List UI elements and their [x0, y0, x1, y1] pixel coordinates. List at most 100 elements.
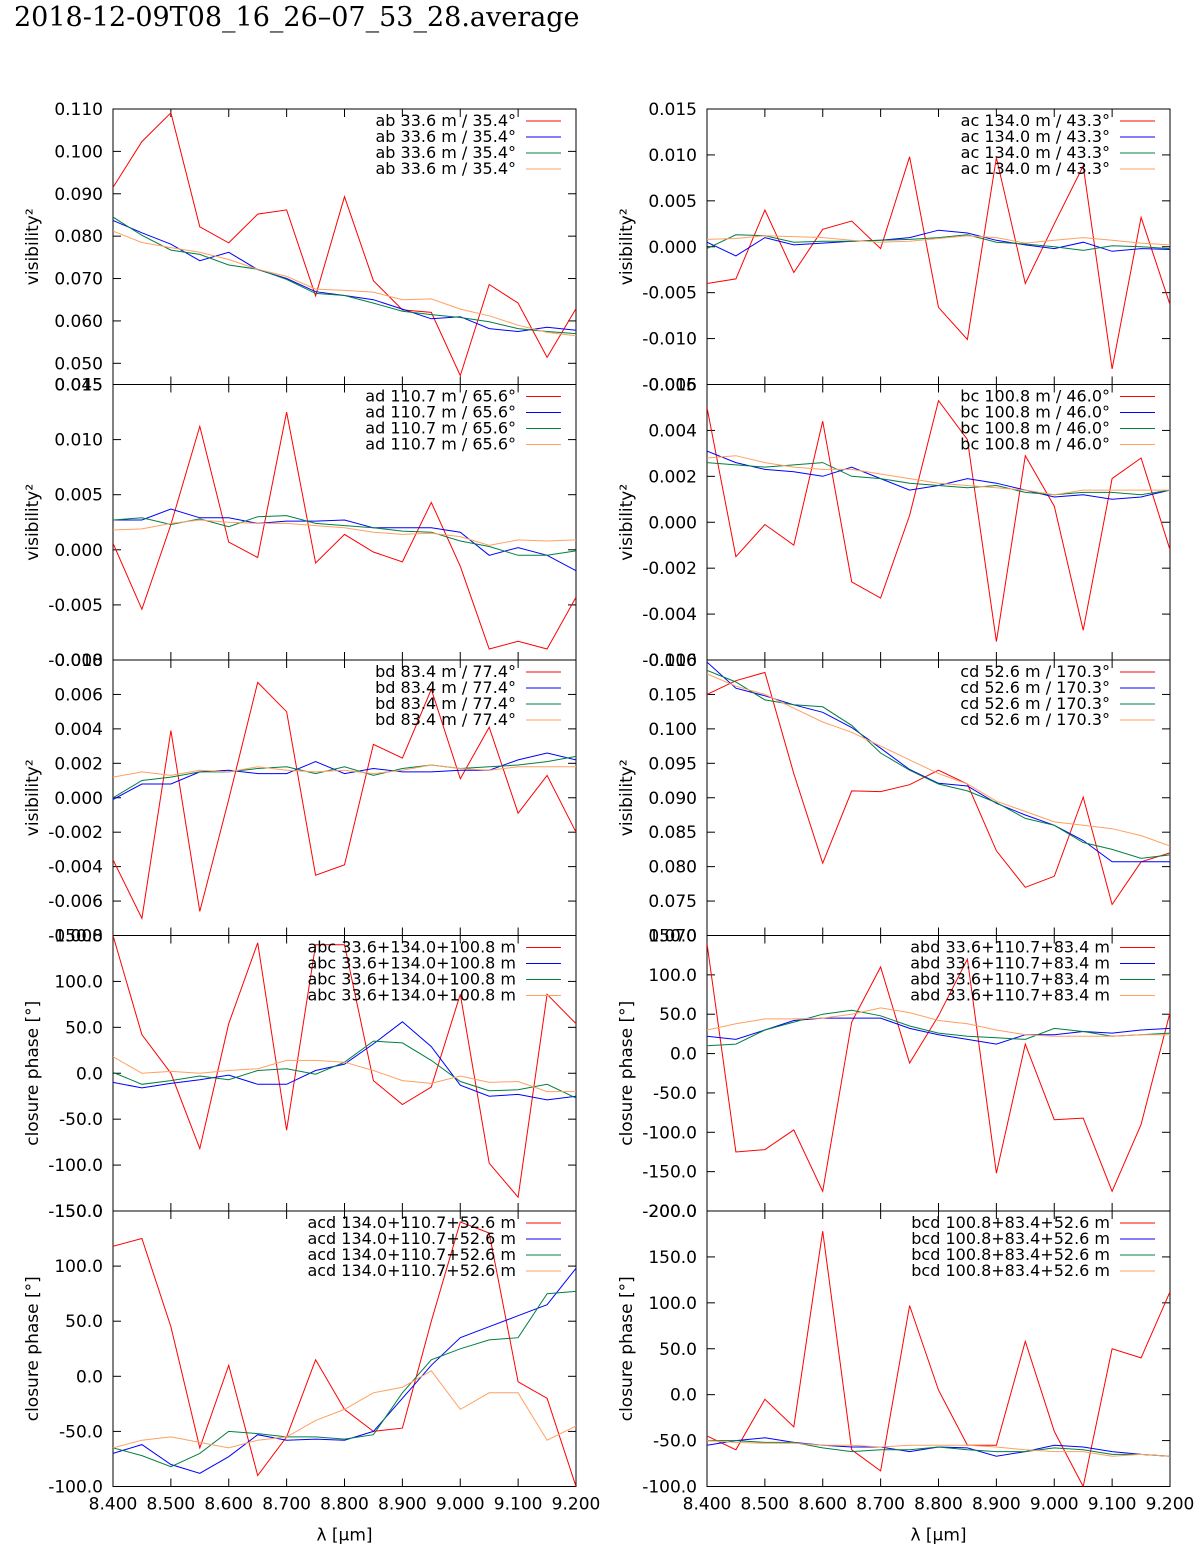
series-line-1 — [707, 1017, 1170, 1045]
x-tick-label: 9.000 — [1030, 1495, 1079, 1515]
legend-label: abc 33.6+134.0+100.8 m — [307, 986, 516, 1005]
y-axis-label: closure phase [°] — [617, 1276, 637, 1421]
chart-panel-7: -200.0 -150.0 -100.0 -50.0 0.0 50.0 100.0 150.0… — [617, 927, 1171, 1222]
series-line-0 — [707, 156, 1170, 369]
x-tick-label: 9.100 — [1088, 1495, 1137, 1515]
y-tick-label: 100.0 — [648, 966, 697, 986]
series-line-1 — [113, 1021, 576, 1101]
y-tick-label: 0.015 — [648, 100, 697, 120]
legend-label: bd 83.4 m / 77.4° — [375, 694, 516, 713]
series-line-3 — [113, 230, 576, 337]
y-axis-label: closure phase [°] — [23, 1276, 43, 1421]
series-line-3 — [707, 235, 1170, 246]
series-line-0 — [113, 681, 576, 920]
y-tick-label: 50.0 — [659, 1005, 697, 1025]
y-tick-label: -0.010 — [642, 330, 697, 350]
y-tick-label: 50.0 — [65, 1312, 103, 1332]
y-tick-label: 0.000 — [54, 541, 103, 561]
x-tick-label: 8.600 — [798, 1495, 847, 1515]
series-line-2 — [113, 755, 576, 799]
legend-label: abd 33.6+110.7+83.4 m — [910, 938, 1110, 957]
y-tick-label: 0.100 — [54, 142, 103, 162]
legend-label: ab 33.6 m / 35.4° — [375, 159, 516, 178]
y-tick-label: 0.005 — [54, 486, 103, 506]
series-group — [113, 935, 576, 1199]
series-group — [113, 1221, 576, 1487]
y-axis-label: visibility² — [23, 208, 43, 285]
series-line-0 — [707, 943, 1170, 1193]
x-tick-label: 9.100 — [494, 1495, 543, 1515]
x-tick-label: 8.700 — [262, 1495, 311, 1515]
y-tick-label: 0.006 — [54, 685, 103, 705]
x-tick-label: 8.400 — [89, 1495, 138, 1515]
series-line-2 — [113, 216, 576, 335]
x-tick-label: 9.000 — [436, 1495, 485, 1515]
y-tick-label: -150.0 — [48, 1202, 103, 1222]
legend-label: ac 134.0 m / 43.3° — [961, 143, 1110, 162]
series-group — [707, 399, 1170, 642]
y-tick-label: 0.000 — [648, 513, 697, 533]
y-tick-label: 0.095 — [648, 754, 697, 774]
legend-label: acd 134.0+110.7+52.6 m — [307, 1213, 516, 1232]
x-tick-label: 9.200 — [552, 1495, 601, 1515]
legend-label: ab 33.6 m / 35.4° — [375, 111, 516, 130]
chart-panel-9: -100.0 -50.0 0.0 50.0 100.0 150.0 200.0 8.400 8.… — [617, 1202, 1194, 1546]
x-tick-label: 8.500 — [741, 1495, 790, 1515]
y-tick-label: 50.0 — [65, 1018, 103, 1038]
series-line-3 — [707, 673, 1170, 847]
x-tick-label: 8.800 — [914, 1495, 963, 1515]
y-tick-label: 0.000 — [54, 789, 103, 809]
legend-label: abc 33.6+134.0+100.8 m — [307, 938, 516, 957]
legend-label: ad 110.7 m / 65.6° — [365, 419, 516, 438]
series-line-0 — [113, 935, 576, 1199]
legend-label: bd 83.4 m / 77.4° — [375, 710, 516, 729]
y-tick-label: 150.0 — [54, 1202, 103, 1222]
x-tick-label: 8.900 — [378, 1495, 427, 1515]
x-tick-label: 8.500 — [147, 1495, 196, 1515]
y-tick-label: 150.0 — [648, 927, 697, 947]
series-line-0 — [113, 111, 576, 377]
y-tick-label: 0.050 — [54, 354, 103, 374]
x-tick-label: 8.800 — [320, 1495, 369, 1515]
legend-label: bcd 100.8+83.4+52.6 m — [911, 1229, 1110, 1248]
series-line-1 — [113, 752, 576, 800]
series-line-1 — [707, 661, 1170, 863]
y-tick-label: 0.010 — [648, 146, 697, 166]
y-tick-label: 0.110 — [648, 651, 697, 671]
legend-label: ad 110.7 m / 65.6° — [365, 403, 516, 422]
y-tick-label: 0.000 — [648, 238, 697, 258]
y-axis-label: visibility² — [23, 759, 43, 836]
series-line-2 — [113, 1290, 576, 1468]
y-tick-label: -200.0 — [642, 1202, 697, 1222]
y-tick-label: 0.075 — [648, 892, 697, 912]
legend-label: ac 134.0 m / 43.3° — [961, 111, 1110, 130]
y-tick-label: -50.0 — [653, 1432, 697, 1452]
y-tick-label: -100.0 — [642, 1123, 697, 1143]
y-tick-label: 0.0 — [670, 1386, 697, 1406]
series-group — [113, 412, 576, 650]
y-tick-label: 0.100 — [648, 720, 697, 740]
y-tick-label: 0.0 — [76, 1064, 103, 1084]
y-tick-label: -0.010 — [48, 651, 103, 671]
chart-panel-4: -0.008 -0.006 -0.004 -0.002 0.000 0.002 0.004 0… — [23, 651, 577, 947]
y-tick-label: 0.004 — [54, 720, 103, 740]
series-line-3 — [113, 764, 576, 778]
y-tick-label: 0.002 — [648, 467, 697, 487]
series-line-3 — [707, 455, 1170, 496]
legend-label: cd 52.6 m / 170.3° — [960, 694, 1110, 713]
y-tick-label: 0.105 — [648, 685, 697, 705]
legend-label: bcd 100.8+83.4+52.6 m — [911, 1261, 1110, 1280]
y-tick-label: -0.006 — [642, 651, 697, 671]
series-group — [707, 156, 1170, 369]
y-tick-label: -0.005 — [642, 284, 697, 304]
chart-panel-6: -150.0 -100.0 -50.0 0.0 50.0 100.0 150.0 closur… — [23, 927, 577, 1222]
y-axis-label: visibility² — [617, 759, 637, 836]
y-tick-label: -0.008 — [48, 927, 103, 947]
y-axis-label: closure phase [°] — [23, 1001, 43, 1146]
y-axis-label: visibility² — [617, 484, 637, 561]
y-tick-label: 0.005 — [648, 192, 697, 212]
y-tick-label: -0.004 — [642, 605, 697, 625]
legend-label: bc 100.8 m / 46.0° — [960, 387, 1110, 406]
